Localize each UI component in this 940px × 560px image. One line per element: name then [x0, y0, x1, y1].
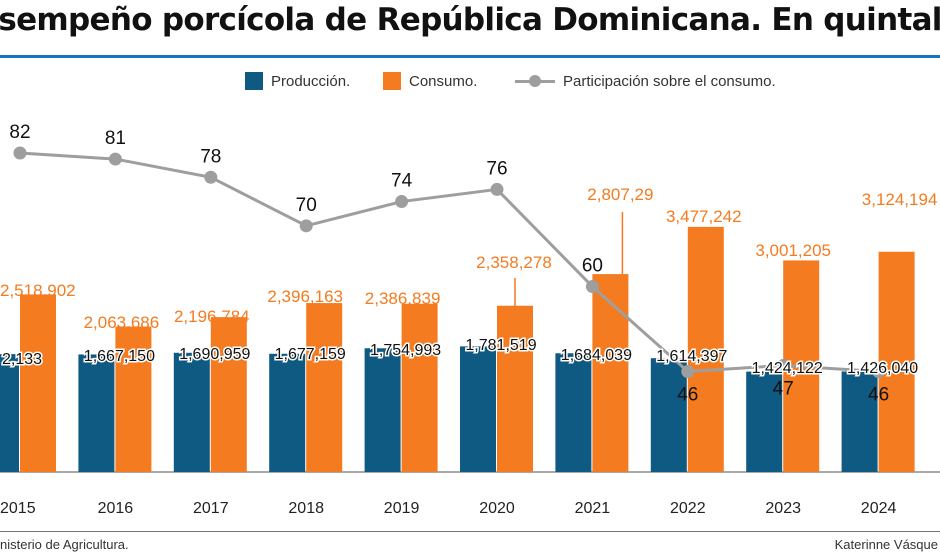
participation-label-2015: 82 [9, 122, 30, 143]
footer-rule [0, 531, 940, 532]
production-label-2017: 1,690,959 [179, 346, 250, 363]
participation-label-2018: 70 [296, 195, 317, 216]
x-tick-label-2020: 2020 [479, 500, 515, 517]
production-label-2019: 1,754,993 [370, 342, 441, 359]
bar-consumption-2020 [497, 305, 533, 472]
legend-item-production: Producción. [245, 72, 350, 90]
legend-swatch-production [245, 72, 263, 90]
bar-consumption-2024 [878, 251, 915, 472]
participation-label-2020: 76 [486, 158, 507, 179]
participation-point-2015 [13, 146, 27, 160]
title-rule [0, 55, 940, 58]
bar-production-2020 [460, 346, 496, 472]
participation-label-2016: 81 [105, 128, 126, 149]
bar-production-2024 [841, 371, 878, 472]
bar-production-2022 [650, 358, 687, 472]
participation-point-2019 [395, 195, 409, 209]
legend-label-participation: Participación sobre el consumo. [563, 72, 776, 90]
consumption-label-2024: 3,124,194 [862, 190, 938, 209]
bar-consumption-2021 [592, 274, 629, 472]
participation-line [19, 151, 879, 374]
participation-point-2022 [681, 365, 695, 379]
production-label-2022: 1,614,397 [656, 348, 727, 365]
production-label-2020: 1,781,519 [465, 337, 536, 354]
x-tick-label-2018: 2018 [288, 500, 324, 517]
bar-consumption-2015 [20, 294, 56, 472]
participation-label-2024: 46 [868, 385, 889, 406]
legend-swatch-consumption [383, 72, 401, 90]
production-label-2023: 1,424,122 [752, 360, 823, 377]
x-tick-label-2017: 2017 [193, 500, 229, 517]
consumption-label-2015: 2,518,902 [0, 281, 76, 300]
legend-item-consumption: Consumo. [383, 72, 477, 90]
consumption-label-2020: 2,358,278 [476, 253, 552, 272]
legend-label-consumption: Consumo. [409, 72, 478, 90]
participation-point-2018 [299, 219, 313, 233]
consumption-label-2017: 2,196,784 [174, 307, 250, 326]
bar-production-2017 [173, 352, 210, 472]
x-tick-label-2019: 2019 [384, 500, 420, 517]
bar-production-2021 [555, 353, 592, 472]
bar-production-2018 [269, 353, 306, 472]
title-bar: esempeño porcícola de República Dominica… [0, 0, 940, 62]
participation-label-2019: 74 [391, 171, 413, 192]
consumption-label-2018: 2,396,163 [267, 287, 343, 306]
bar-consumption-2017 [210, 317, 247, 472]
consumption-label-2019: 2,386,839 [365, 289, 441, 308]
author-credit: Katerinne Vásque [834, 537, 938, 552]
x-tick-label-2023: 2023 [765, 500, 801, 517]
participation-label-2021: 60 [582, 256, 603, 277]
production-label-2024: 1,426,040 [847, 360, 918, 377]
x-tick-label-2024: 2024 [861, 500, 897, 517]
production-label-2016: 1,667,150 [84, 348, 155, 365]
x-tick-label-2015: 2015 [0, 500, 36, 517]
production-label-2021: 1,684,039 [561, 347, 632, 364]
participation-point-2024 [872, 365, 886, 379]
legend: Producción. Consumo. Participación sobre… [0, 72, 940, 100]
participation-point-2020 [490, 182, 504, 196]
legend-label-production: Producción. [271, 72, 351, 90]
consumption-label-2023: 3,001,205 [755, 241, 831, 260]
participation-label-2023: 47 [773, 378, 794, 399]
participation-point-2016 [108, 152, 122, 166]
legend-line-participation [515, 72, 555, 90]
bar-consumption-2022 [687, 226, 724, 472]
bar-consumption-2016 [115, 326, 152, 472]
production-label-2018: 1,677,159 [275, 346, 346, 363]
consumption-label-2022: 3,477,242 [666, 207, 742, 226]
legend-item-participation: Participación sobre el consumo. [515, 72, 776, 90]
bar-consumption-2019 [401, 303, 438, 472]
consumption-label-2016: 2,063,686 [84, 313, 160, 332]
participation-point-2017 [204, 170, 218, 184]
consumption-label-2021: 2,807,29 [587, 185, 653, 204]
x-tick-label-2022: 2022 [670, 500, 706, 517]
participation-label-2017: 78 [200, 146, 221, 167]
bar-consumption-2018 [306, 303, 343, 472]
x-tick-label-2016: 2016 [98, 500, 134, 517]
participation-label-2022: 46 [677, 385, 698, 406]
production-label-2015: 2,133 [2, 351, 42, 368]
bar-production-2016 [78, 354, 115, 472]
bar-production-2015 [0, 354, 19, 472]
x-tick-label-2021: 2021 [575, 500, 611, 517]
participation-point-2021 [585, 280, 599, 294]
chart-title: esempeño porcícola de República Dominica… [0, 2, 940, 38]
source-note: nisterio de Agricultura. [0, 537, 129, 552]
participation-point-2023 [776, 358, 790, 372]
bar-production-2019 [364, 348, 401, 472]
bar-production-2023 [746, 371, 783, 472]
